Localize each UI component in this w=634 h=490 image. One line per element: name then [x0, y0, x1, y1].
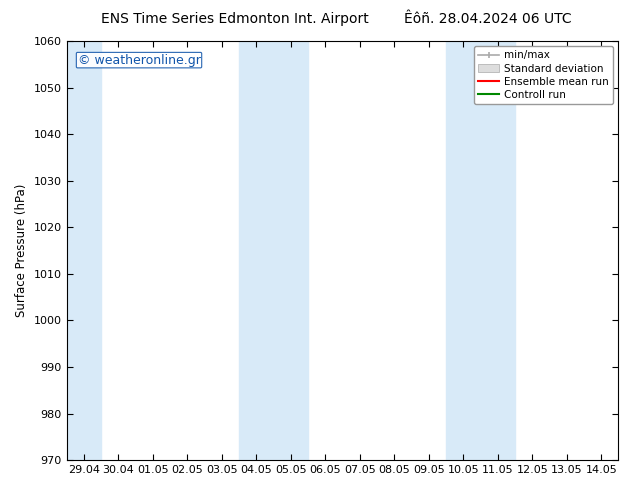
Legend: min/max, Standard deviation, Ensemble mean run, Controll run: min/max, Standard deviation, Ensemble me… — [474, 46, 613, 104]
Bar — [239, 41, 308, 460]
Text: ENS Time Series Edmonton Int. Airport: ENS Time Series Edmonton Int. Airport — [101, 12, 368, 26]
Bar — [446, 41, 515, 460]
Y-axis label: Surface Pressure (hPa): Surface Pressure (hPa) — [15, 184, 28, 318]
Bar — [67, 41, 101, 460]
Text: © weatheronline.gr: © weatheronline.gr — [77, 53, 200, 67]
Text: Êôñ. 28.04.2024 06 UTC: Êôñ. 28.04.2024 06 UTC — [404, 12, 572, 26]
